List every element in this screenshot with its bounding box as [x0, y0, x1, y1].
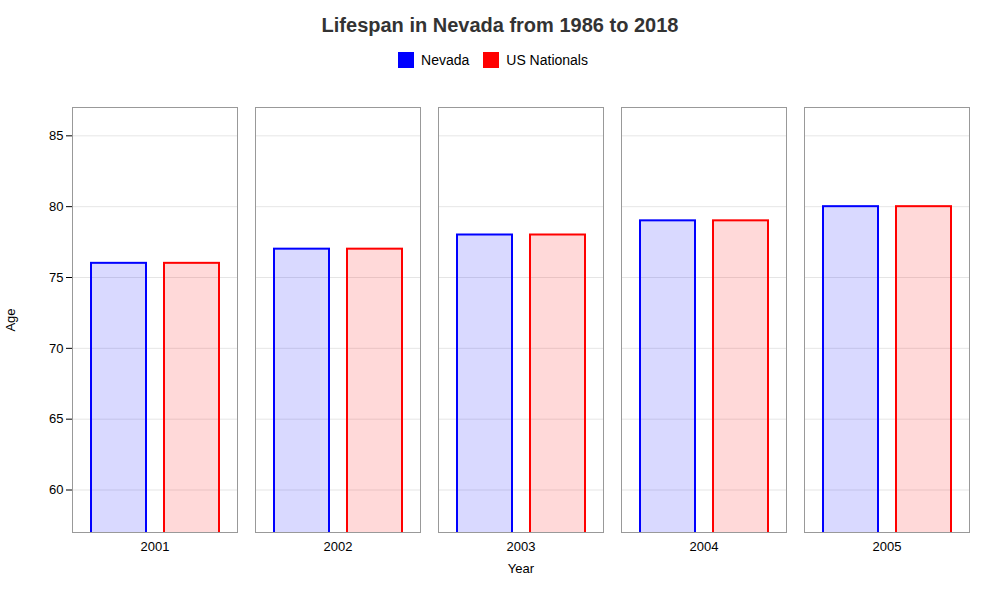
svg-text:85: 85: [49, 128, 63, 143]
svg-text:70: 70: [49, 340, 63, 355]
svg-text:Year: Year: [508, 561, 535, 576]
svg-text:2001: 2001: [141, 539, 170, 554]
html-text:Lifespan in Nevada from 1986 t: Lifespan in Nevada from 1986 to 2018: [321, 14, 679, 36]
svg-text:2005: 2005: [873, 539, 902, 554]
svg-text:2004: 2004: [690, 539, 719, 554]
svg-text:60: 60: [49, 482, 63, 497]
html-text:Nevada: Nevada: [421, 51, 470, 68]
svg-text:75: 75: [49, 270, 63, 285]
svg-text:Age: Age: [3, 308, 18, 331]
svg-text:2003: 2003: [507, 539, 536, 554]
svg-text:80: 80: [49, 199, 63, 214]
html-text:US Nationals: US Nationals: [506, 51, 588, 68]
svg-text:2002: 2002: [324, 539, 353, 554]
svg-text:65: 65: [49, 411, 63, 426]
